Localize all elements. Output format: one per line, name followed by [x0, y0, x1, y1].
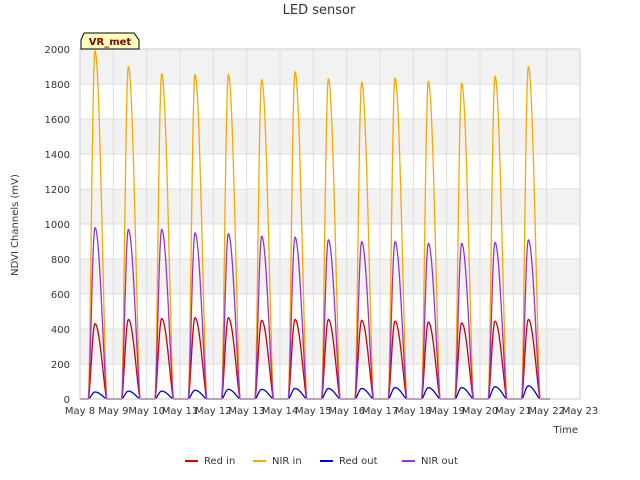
plot-background: [80, 49, 580, 399]
x-tick-label: May 11: [162, 406, 199, 417]
legend: Red in NIR in Red out NIR out: [185, 456, 458, 467]
x-tick-label: May 16: [328, 406, 365, 417]
x-tick-label: May 14: [262, 406, 299, 417]
y-axis-label: NDVI Channels (mV): [10, 174, 21, 276]
plot-band: [80, 224, 580, 259]
y-tick-label: 1000: [45, 220, 70, 231]
x-tick-label: May 19: [428, 406, 465, 417]
x-tick-label: May 20: [462, 406, 499, 417]
x-tick-label: May 15: [295, 406, 332, 417]
plot-band: [80, 329, 580, 364]
plot-band: [80, 49, 580, 84]
y-tick-labels: 0 200 400 600 800 1000 1200 1400 1600 1800 2000: [45, 45, 70, 406]
plot-band: [80, 154, 580, 189]
plot-band: [80, 259, 580, 294]
badge-shape: [80, 32, 140, 50]
y-tick-label: 1400: [45, 150, 70, 161]
x-tick-label: May 22: [528, 406, 565, 417]
x-tick-label: May 9: [98, 406, 128, 417]
plot-frame: [79, 48, 581, 400]
y-tick-label: 200: [51, 360, 70, 371]
legend-label-red-in: Red in: [204, 456, 235, 467]
y-tick-label: 600: [51, 290, 70, 301]
x-tick-label: May 17: [362, 406, 399, 417]
y-tick-label: 400: [51, 325, 70, 336]
badge-label: VR_met: [89, 37, 132, 48]
x-tick-label: May 21: [495, 406, 532, 417]
y-tick-label: 0: [64, 395, 70, 406]
x-tick-label: May 23: [562, 406, 599, 417]
plot-band: [80, 189, 580, 224]
legend-label-nir-in: NIR in: [272, 456, 302, 467]
legend-label-red-out: Red out: [339, 456, 378, 467]
y-tick-label: 1200: [45, 185, 70, 196]
axes: [79, 48, 581, 400]
plot-band: [80, 119, 580, 154]
x-tick-label: May 10: [128, 406, 165, 417]
y-tick-label: 1800: [45, 80, 70, 91]
vr-met-badge: VR_met: [80, 32, 140, 50]
x-tick-label: May 8: [65, 406, 95, 417]
y-tick-label: 2000: [45, 45, 70, 56]
chart-title: LED sensor: [283, 3, 356, 18]
x-tick-label: May 12: [195, 406, 232, 417]
y-tick-label: 800: [51, 255, 70, 266]
y-tick-label: 1600: [45, 115, 70, 126]
x-tick-label: May 18: [395, 406, 432, 417]
x-axis-label: Time: [553, 425, 578, 436]
x-tick-label: May 13: [228, 406, 265, 417]
plot-band: [80, 364, 580, 399]
legend-label-nir-out: NIR out: [421, 456, 458, 467]
